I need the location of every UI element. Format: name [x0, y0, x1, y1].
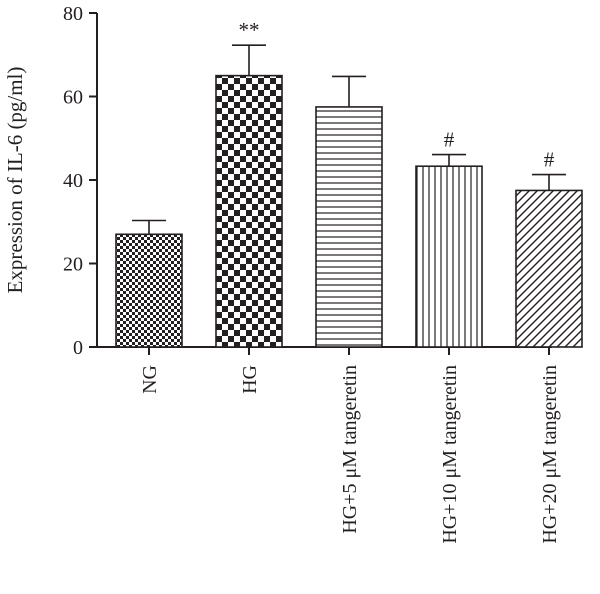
y-tick-label: 20: [63, 254, 83, 276]
error-bar: [132, 219, 166, 235]
y-axis-title: Expression of IL-6 (pg/ml): [3, 67, 27, 294]
bar: [515, 189, 583, 348]
bar: [315, 106, 383, 348]
significance-label: #: [444, 128, 455, 152]
error-bar: [332, 75, 366, 107]
x-tick-label: HG+10 μM tangeretin: [439, 365, 461, 544]
error-bar: [532, 173, 566, 191]
x-tick-label: HG: [239, 365, 261, 394]
error-bar: [232, 44, 266, 76]
bar: [415, 165, 483, 348]
y-tick-label: 80: [63, 3, 83, 25]
bar: [215, 74, 283, 348]
y-tick-label: 0: [73, 337, 83, 359]
bar: [115, 233, 183, 348]
y-tick-label: 40: [63, 170, 83, 192]
error-bar: [432, 153, 466, 167]
x-tick-label: NG: [139, 365, 161, 394]
x-tick-label: HG+5 μM tangeretin: [339, 365, 361, 534]
significance-label: **: [239, 18, 260, 42]
y-tick-label: 60: [63, 87, 83, 109]
significance-label: #: [544, 148, 555, 172]
x-tick-label: HG+20 μM tangeretin: [539, 365, 561, 544]
